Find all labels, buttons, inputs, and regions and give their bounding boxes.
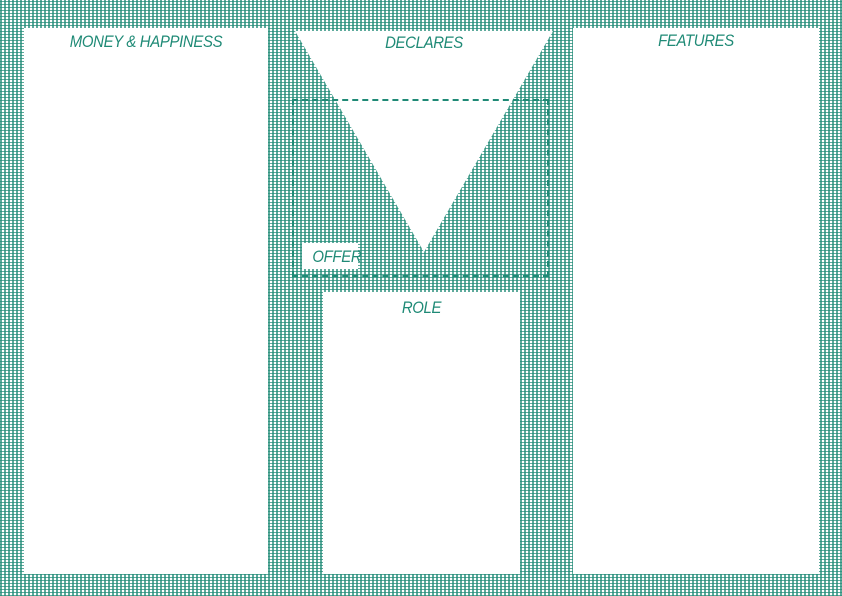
features-label: FEATURES: [658, 31, 734, 50]
offer-label-background: [302, 243, 358, 269]
declares-label: DECLARES: [385, 33, 463, 52]
role-panel: [323, 292, 520, 574]
money-happiness-label: MONEY & HAPPINESS: [69, 32, 223, 51]
offer-label: OFFER: [312, 247, 362, 266]
role-label: ROLE: [401, 298, 442, 317]
money-happiness-panel: [24, 28, 268, 574]
features-panel: [573, 28, 819, 574]
offer-frame: [292, 99, 549, 277]
